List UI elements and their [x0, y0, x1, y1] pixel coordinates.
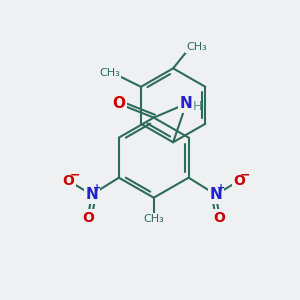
Text: CH₃: CH₃ — [186, 42, 207, 52]
Text: N: N — [180, 96, 193, 111]
Text: N: N — [209, 187, 222, 202]
Text: +: + — [217, 184, 225, 194]
Text: O: O — [62, 174, 74, 188]
Text: −: − — [240, 168, 250, 181]
Text: CH₃: CH₃ — [100, 68, 120, 78]
Text: O: O — [112, 96, 125, 111]
Text: N: N — [85, 187, 98, 202]
Text: O: O — [214, 211, 226, 225]
Text: O: O — [233, 174, 245, 188]
Text: H: H — [193, 100, 202, 112]
Text: −: − — [69, 168, 80, 181]
Text: O: O — [82, 211, 94, 225]
Text: +: + — [93, 184, 101, 194]
Text: CH₃: CH₃ — [143, 214, 164, 224]
